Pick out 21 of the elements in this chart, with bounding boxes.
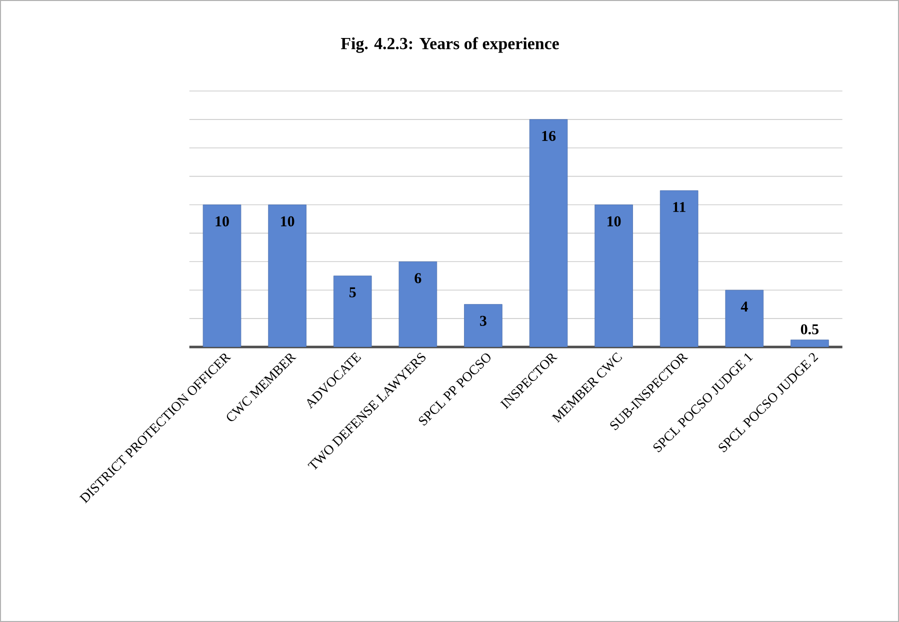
bar <box>660 190 698 347</box>
data-label: 10 <box>281 216 294 226</box>
data-label: 16 <box>542 130 556 141</box>
data-label: 4 <box>740 302 748 312</box>
data-label: 5 <box>349 287 356 298</box>
bar <box>790 340 829 347</box>
data-label: 10 <box>216 216 229 226</box>
data-label: 0.5 <box>800 324 818 334</box>
bar <box>268 204 306 347</box>
data-label: 6 <box>414 273 422 284</box>
bar <box>398 261 438 347</box>
bar <box>529 119 568 347</box>
bar <box>333 276 372 347</box>
bar <box>725 290 764 347</box>
bar <box>594 204 633 347</box>
chart-title: Fig. 4.2.3: Years of experience <box>340 37 559 53</box>
data-label: 3 <box>480 316 486 326</box>
bar <box>202 204 242 347</box>
data-label: 11 <box>673 202 686 212</box>
data-label: 10 <box>608 216 621 226</box>
bar <box>464 304 502 347</box>
